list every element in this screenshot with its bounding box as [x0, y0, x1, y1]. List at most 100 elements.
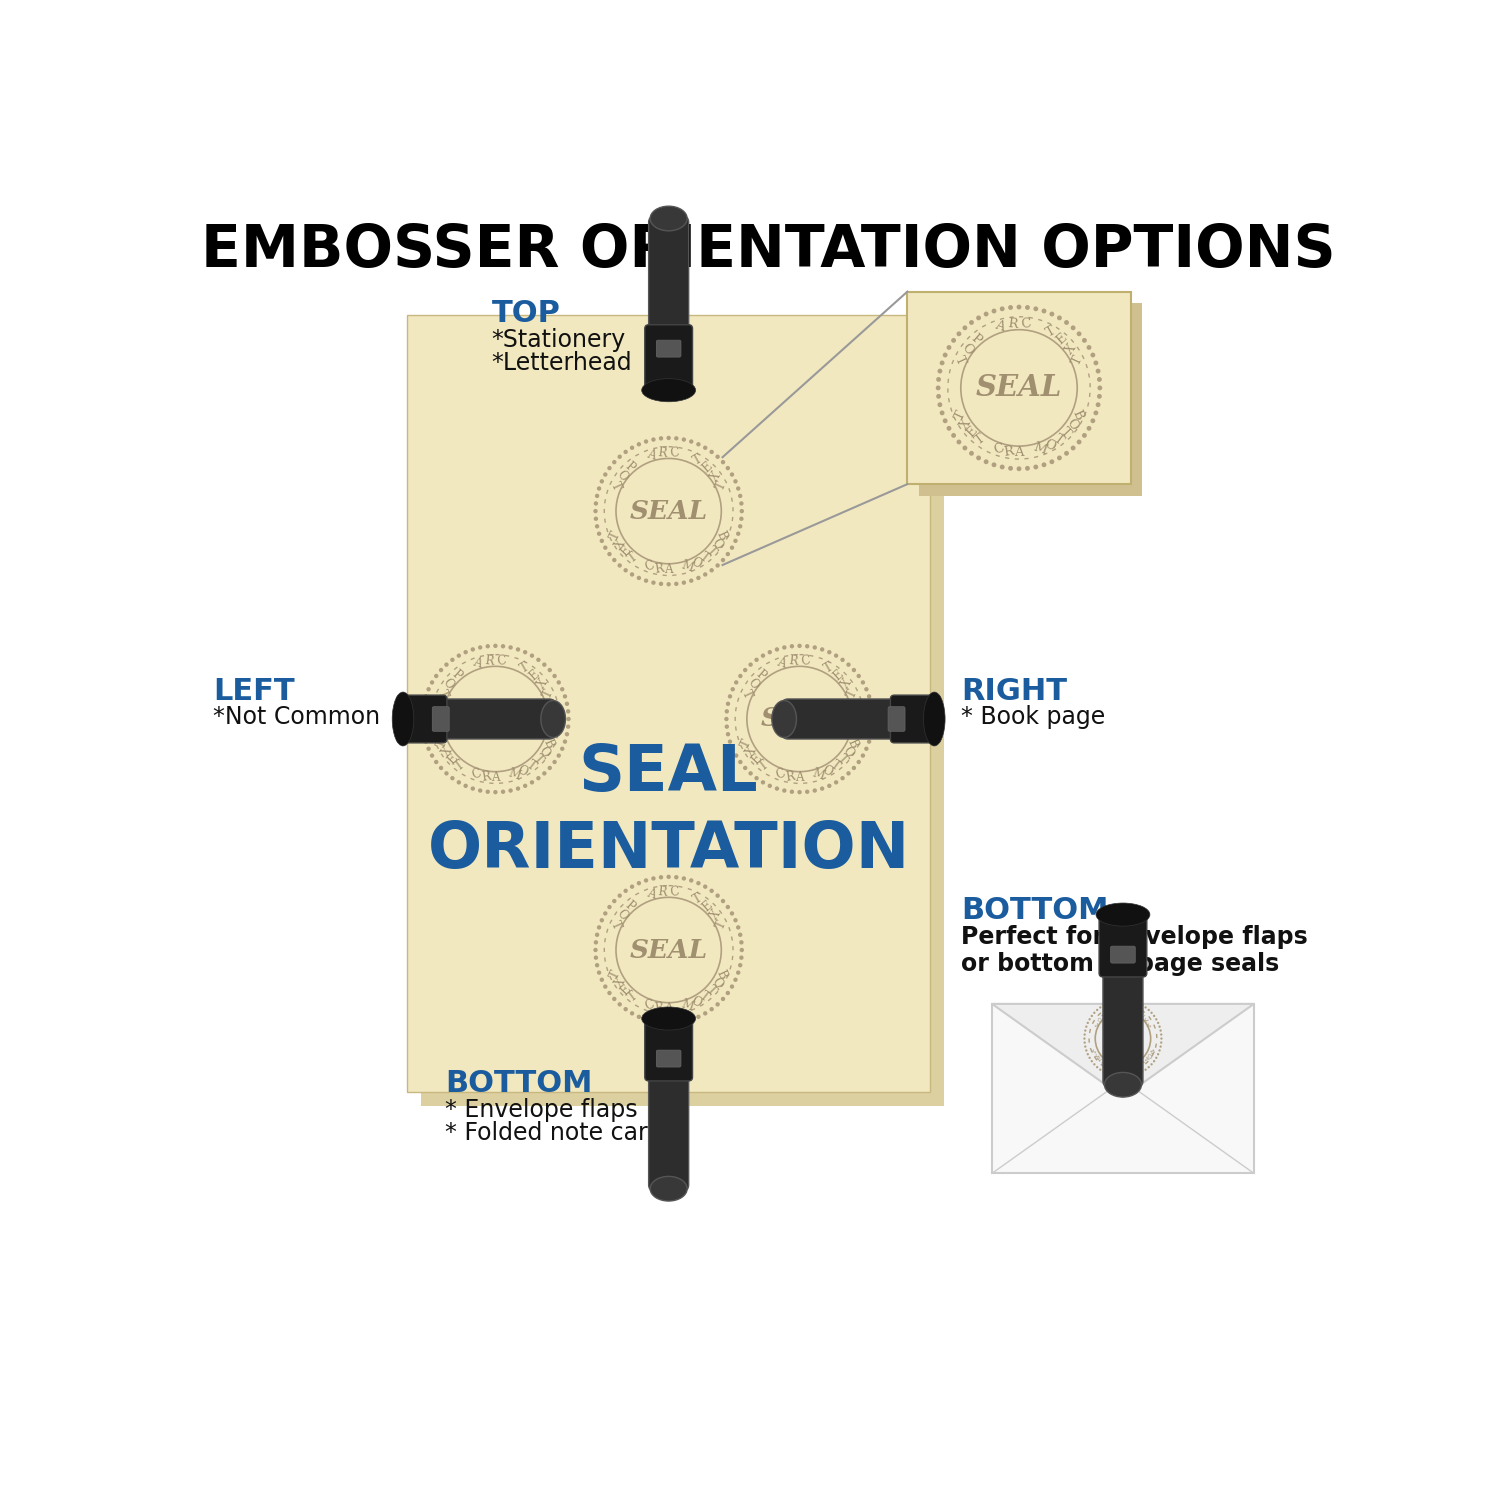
- Text: C: C: [774, 766, 788, 782]
- Text: A: A: [795, 771, 804, 784]
- Text: O: O: [516, 762, 530, 778]
- Circle shape: [1154, 1060, 1155, 1062]
- Circle shape: [600, 918, 604, 922]
- Text: T: T: [822, 660, 836, 675]
- Circle shape: [1095, 402, 1101, 406]
- Circle shape: [969, 452, 974, 456]
- Text: T: T: [952, 408, 968, 422]
- Circle shape: [618, 1002, 622, 1007]
- Circle shape: [776, 646, 778, 651]
- Circle shape: [1106, 1072, 1108, 1076]
- Text: R: R: [784, 770, 795, 784]
- Circle shape: [1158, 1026, 1161, 1028]
- Circle shape: [852, 766, 856, 770]
- Circle shape: [603, 984, 608, 988]
- Text: C: C: [644, 560, 657, 574]
- Circle shape: [740, 956, 744, 960]
- Circle shape: [594, 948, 597, 952]
- Circle shape: [1122, 1076, 1124, 1078]
- Circle shape: [738, 494, 742, 498]
- Text: O: O: [1144, 1053, 1152, 1059]
- Text: A: A: [645, 448, 657, 464]
- Circle shape: [1155, 1019, 1158, 1020]
- Circle shape: [618, 894, 622, 898]
- Text: O: O: [744, 676, 760, 692]
- Text: X: X: [708, 908, 723, 922]
- Circle shape: [1024, 466, 1030, 471]
- Circle shape: [658, 1020, 663, 1025]
- Circle shape: [1084, 1029, 1086, 1032]
- Circle shape: [608, 552, 612, 556]
- Circle shape: [636, 576, 640, 580]
- Text: R: R: [1116, 1066, 1120, 1072]
- Circle shape: [1114, 999, 1116, 1002]
- Circle shape: [600, 478, 604, 483]
- Text: R: R: [657, 885, 668, 898]
- Circle shape: [730, 472, 734, 477]
- Circle shape: [1083, 1041, 1086, 1044]
- Text: T: T: [1058, 424, 1074, 439]
- Circle shape: [560, 687, 564, 692]
- Text: E: E: [831, 668, 846, 682]
- Circle shape: [494, 790, 498, 795]
- Circle shape: [426, 687, 430, 692]
- Circle shape: [681, 438, 686, 441]
- Circle shape: [726, 552, 730, 556]
- Circle shape: [552, 760, 556, 764]
- Circle shape: [674, 436, 678, 441]
- Text: or bottom of page seals: or bottom of page seals: [962, 951, 1280, 975]
- Text: C: C: [801, 654, 812, 668]
- Circle shape: [1077, 332, 1082, 336]
- Text: C: C: [669, 885, 680, 898]
- Circle shape: [748, 663, 753, 668]
- Circle shape: [1142, 1004, 1143, 1007]
- Circle shape: [456, 780, 460, 784]
- Circle shape: [450, 776, 454, 780]
- Circle shape: [738, 933, 742, 938]
- Circle shape: [444, 663, 448, 668]
- Text: R: R: [654, 561, 664, 576]
- Circle shape: [704, 573, 708, 576]
- Text: T: T: [828, 758, 842, 772]
- Circle shape: [651, 876, 656, 880]
- Text: SEAL: SEAL: [760, 706, 839, 732]
- Text: *Not Common: *Not Common: [213, 705, 380, 729]
- Circle shape: [730, 984, 734, 988]
- Text: BOTTOM: BOTTOM: [446, 1070, 592, 1098]
- Circle shape: [716, 564, 720, 567]
- Text: P: P: [622, 459, 638, 474]
- Circle shape: [422, 702, 426, 706]
- Circle shape: [1102, 1071, 1106, 1072]
- Circle shape: [734, 478, 738, 483]
- FancyBboxPatch shape: [648, 216, 688, 340]
- Circle shape: [936, 376, 940, 382]
- Circle shape: [798, 644, 801, 648]
- Circle shape: [516, 786, 520, 790]
- Circle shape: [1041, 309, 1047, 314]
- Circle shape: [1096, 1010, 1098, 1011]
- Text: P: P: [1100, 1013, 1106, 1019]
- Circle shape: [1000, 306, 1005, 310]
- Text: SEAL: SEAL: [456, 706, 534, 732]
- Circle shape: [562, 694, 567, 699]
- Circle shape: [936, 394, 940, 399]
- Text: T: T: [1070, 354, 1086, 368]
- Circle shape: [423, 740, 427, 744]
- Circle shape: [608, 904, 612, 909]
- Text: E: E: [618, 982, 634, 998]
- Text: X: X: [612, 976, 628, 990]
- Circle shape: [1090, 1060, 1094, 1062]
- Circle shape: [1034, 465, 1038, 470]
- Circle shape: [1094, 1064, 1095, 1065]
- Circle shape: [1084, 1046, 1086, 1047]
- Circle shape: [681, 580, 686, 585]
- Circle shape: [754, 776, 759, 780]
- Circle shape: [624, 450, 628, 454]
- Circle shape: [740, 516, 744, 520]
- Circle shape: [536, 776, 540, 780]
- Ellipse shape: [772, 700, 796, 738]
- Circle shape: [868, 702, 873, 706]
- Circle shape: [594, 956, 598, 960]
- Circle shape: [597, 531, 602, 536]
- Text: T: T: [692, 891, 703, 906]
